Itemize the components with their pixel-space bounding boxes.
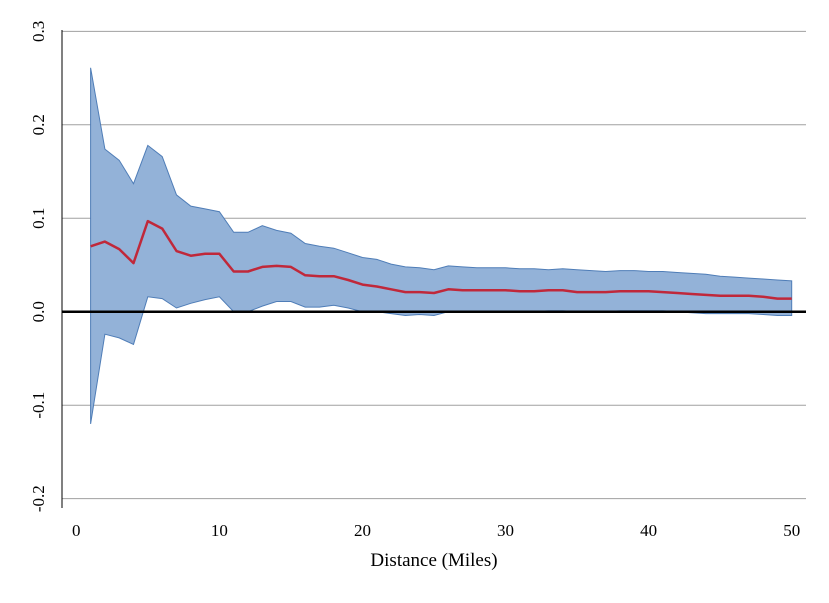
- estimate-line: [90, 219, 792, 300]
- x-tick-labels: 0 10 20 30 40 50: [72, 521, 800, 540]
- y-tick-label: 0.0: [29, 301, 48, 322]
- y-tick-label: 0.2: [29, 114, 48, 135]
- x-tick-label: 50: [783, 521, 800, 540]
- y-tick-label: -0.1: [29, 392, 48, 419]
- confidence-band: [90, 67, 793, 424]
- estimate-series: [90, 219, 792, 300]
- y-tick-label: 0.1: [29, 208, 48, 229]
- y-tick-label: -0.2: [29, 485, 48, 512]
- x-tick-label: 0: [72, 521, 81, 540]
- y-tick-labels: -0.2 -0.1 0.0 0.1 0.2 0.3: [29, 21, 48, 512]
- x-axis-title: Distance (Miles): [370, 550, 497, 571]
- y-tick-label: 0.3: [29, 21, 48, 42]
- x-tick-label: 10: [211, 521, 228, 540]
- x-tick-label: 20: [354, 521, 371, 540]
- x-tick-label: 40: [640, 521, 657, 540]
- x-tick-label: 30: [497, 521, 514, 540]
- confidence-band-area: [90, 67, 793, 424]
